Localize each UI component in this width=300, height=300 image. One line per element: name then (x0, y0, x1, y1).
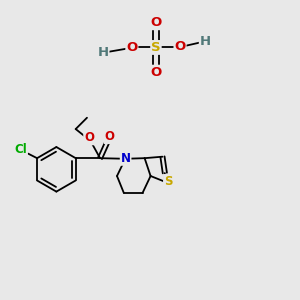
Text: O: O (150, 66, 162, 79)
Text: O: O (84, 131, 94, 145)
Text: H: H (98, 46, 109, 59)
Text: Cl: Cl (14, 143, 27, 156)
Text: O: O (105, 130, 115, 143)
Text: O: O (174, 40, 186, 53)
Text: O: O (150, 16, 162, 29)
Text: O: O (126, 41, 137, 54)
Text: N: N (121, 152, 130, 165)
Text: S: S (164, 175, 172, 188)
Text: S: S (151, 41, 161, 54)
Text: H: H (200, 35, 211, 48)
